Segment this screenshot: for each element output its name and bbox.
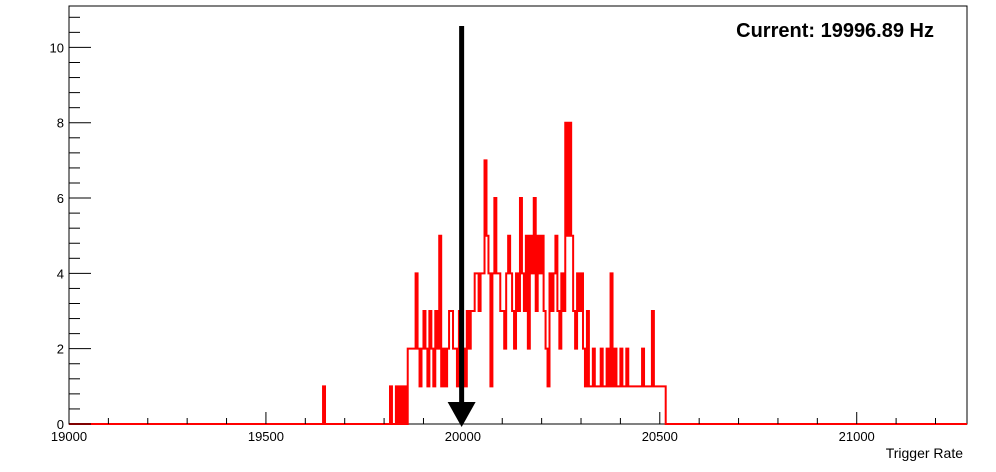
current-rate-arrow-head [447,402,476,427]
marker-layer [447,26,476,427]
current-rate-label: Current: 19996.89 Hz [736,20,934,42]
x-tick-label: 19000 [51,429,87,444]
y-tick-label: 0 [57,417,64,432]
y-tick-label: 8 [57,116,64,131]
y-tick-label: 2 [57,342,64,357]
plot-frame [68,5,968,425]
y-tick-label: 6 [57,191,64,206]
x-tick-label: 20500 [642,429,678,444]
data-layer [69,121,967,425]
y-tick-label: 4 [57,266,64,281]
y-tick-label: 10 [50,40,64,55]
x-tick-label: 19500 [248,429,284,444]
x-axis-title: Trigger Rate [886,445,964,461]
x-tick-label: 20000 [445,429,481,444]
x-tick-label: 21000 [839,429,875,444]
histogram-series-0 [69,121,967,425]
axis-layer: 19000 19500 20000 20500 21000 0 2 4 6 8 10 [50,16,936,444]
